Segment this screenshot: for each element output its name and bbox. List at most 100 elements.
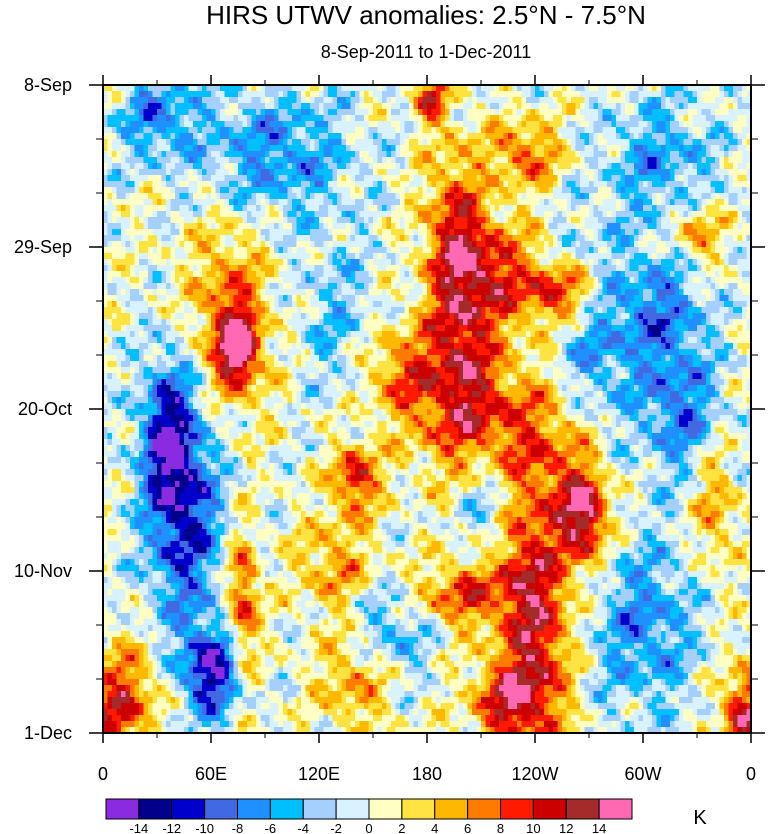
contour-cell <box>742 151 747 158</box>
contour-cell <box>553 151 558 158</box>
contour-cell <box>697 271 702 278</box>
contour-cell <box>274 85 279 92</box>
contour-cell <box>737 205 743 212</box>
contour-cell <box>328 151 333 158</box>
contour-cell <box>269 91 275 98</box>
contour-cell <box>274 151 279 158</box>
contour-cell <box>139 181 144 188</box>
contour-cell <box>553 253 558 260</box>
contour-cell <box>224 163 230 170</box>
contour-cell <box>445 223 450 230</box>
contour-cell <box>719 253 725 260</box>
contour-cell <box>521 127 527 134</box>
contour-cell <box>422 187 428 194</box>
contour-cell <box>229 271 234 278</box>
contour-cell <box>674 193 680 200</box>
contour-cell <box>256 247 261 254</box>
contour-cell <box>386 253 392 260</box>
contour-cell <box>494 181 500 188</box>
contour-cell <box>283 241 288 248</box>
contour-cell <box>184 139 189 146</box>
contour-cell <box>247 109 252 116</box>
contour-cell <box>269 289 275 296</box>
contour-cell <box>283 97 288 104</box>
contour-cell <box>116 145 122 152</box>
contour-cell <box>224 199 230 206</box>
contour-cell <box>305 205 311 212</box>
contour-cell <box>409 217 414 224</box>
contour-cell <box>148 223 153 230</box>
contour-cell <box>184 157 189 164</box>
contour-cell <box>647 211 653 218</box>
contour-cell <box>611 205 617 212</box>
contour-cell <box>260 151 266 158</box>
contour-cell <box>656 157 662 164</box>
contour-cell <box>737 169 743 176</box>
contour-cell <box>166 229 171 236</box>
contour-cell <box>575 181 581 188</box>
contour-cell <box>256 271 261 278</box>
contour-cell <box>512 109 518 116</box>
contour-cell <box>260 289 266 296</box>
contour-cell <box>157 115 162 122</box>
contour-cell <box>251 211 257 218</box>
contour-cell <box>674 241 680 248</box>
contour-cell <box>139 127 144 134</box>
contour-cell <box>332 223 338 230</box>
contour-cell <box>485 175 491 182</box>
contour-cell <box>184 193 189 200</box>
contour-cell <box>310 97 315 104</box>
contour-cell <box>112 91 117 98</box>
contour-cell <box>571 103 576 110</box>
contour-cell <box>310 175 315 182</box>
contour-cell <box>197 181 203 188</box>
contour-cell <box>526 199 531 206</box>
contour-cell <box>742 211 747 218</box>
contour-cell <box>247 169 252 176</box>
contour-cell <box>328 85 333 92</box>
contour-cell <box>539 289 545 296</box>
contour-cell <box>260 199 266 206</box>
contour-cell <box>418 241 423 248</box>
contour-cell <box>139 193 144 200</box>
contour-cell <box>521 109 527 116</box>
contour-cell <box>746 217 752 224</box>
contour-cell <box>494 175 500 182</box>
contour-cell <box>148 217 153 224</box>
contour-cell <box>400 223 405 230</box>
contour-cell <box>278 289 284 296</box>
contour-cell <box>494 145 500 152</box>
contour-cell <box>220 103 225 110</box>
contour-cell <box>481 229 486 236</box>
contour-cell <box>445 265 450 272</box>
contour-cell <box>490 187 495 194</box>
contour-cell <box>103 271 108 278</box>
contour-cell <box>706 235 711 242</box>
contour-cell <box>733 241 738 248</box>
contour-cell <box>454 163 459 170</box>
contour-cell <box>377 181 383 188</box>
contour-cell <box>377 103 383 110</box>
contour-cell <box>310 289 315 296</box>
contour-cell <box>292 211 297 218</box>
contour-cell <box>521 217 527 224</box>
contour-cell <box>512 181 518 188</box>
contour-cell <box>224 145 230 152</box>
contour-cell <box>143 169 149 176</box>
contour-cell <box>647 127 653 134</box>
contour-cell <box>697 223 702 230</box>
contour-cell <box>161 205 167 212</box>
contour-cell <box>121 151 126 158</box>
contour-cell <box>148 235 153 242</box>
contour-cell <box>139 235 144 242</box>
contour-cell <box>566 85 572 92</box>
contour-cell <box>449 157 455 164</box>
contour-cell <box>283 235 288 242</box>
contour-cell <box>629 265 635 272</box>
contour-cell <box>350 205 356 212</box>
contour-cell <box>728 277 734 284</box>
contour-cell <box>607 193 612 200</box>
contour-cell <box>125 103 131 110</box>
contour-cell <box>364 235 369 242</box>
contour-cell <box>476 271 482 278</box>
